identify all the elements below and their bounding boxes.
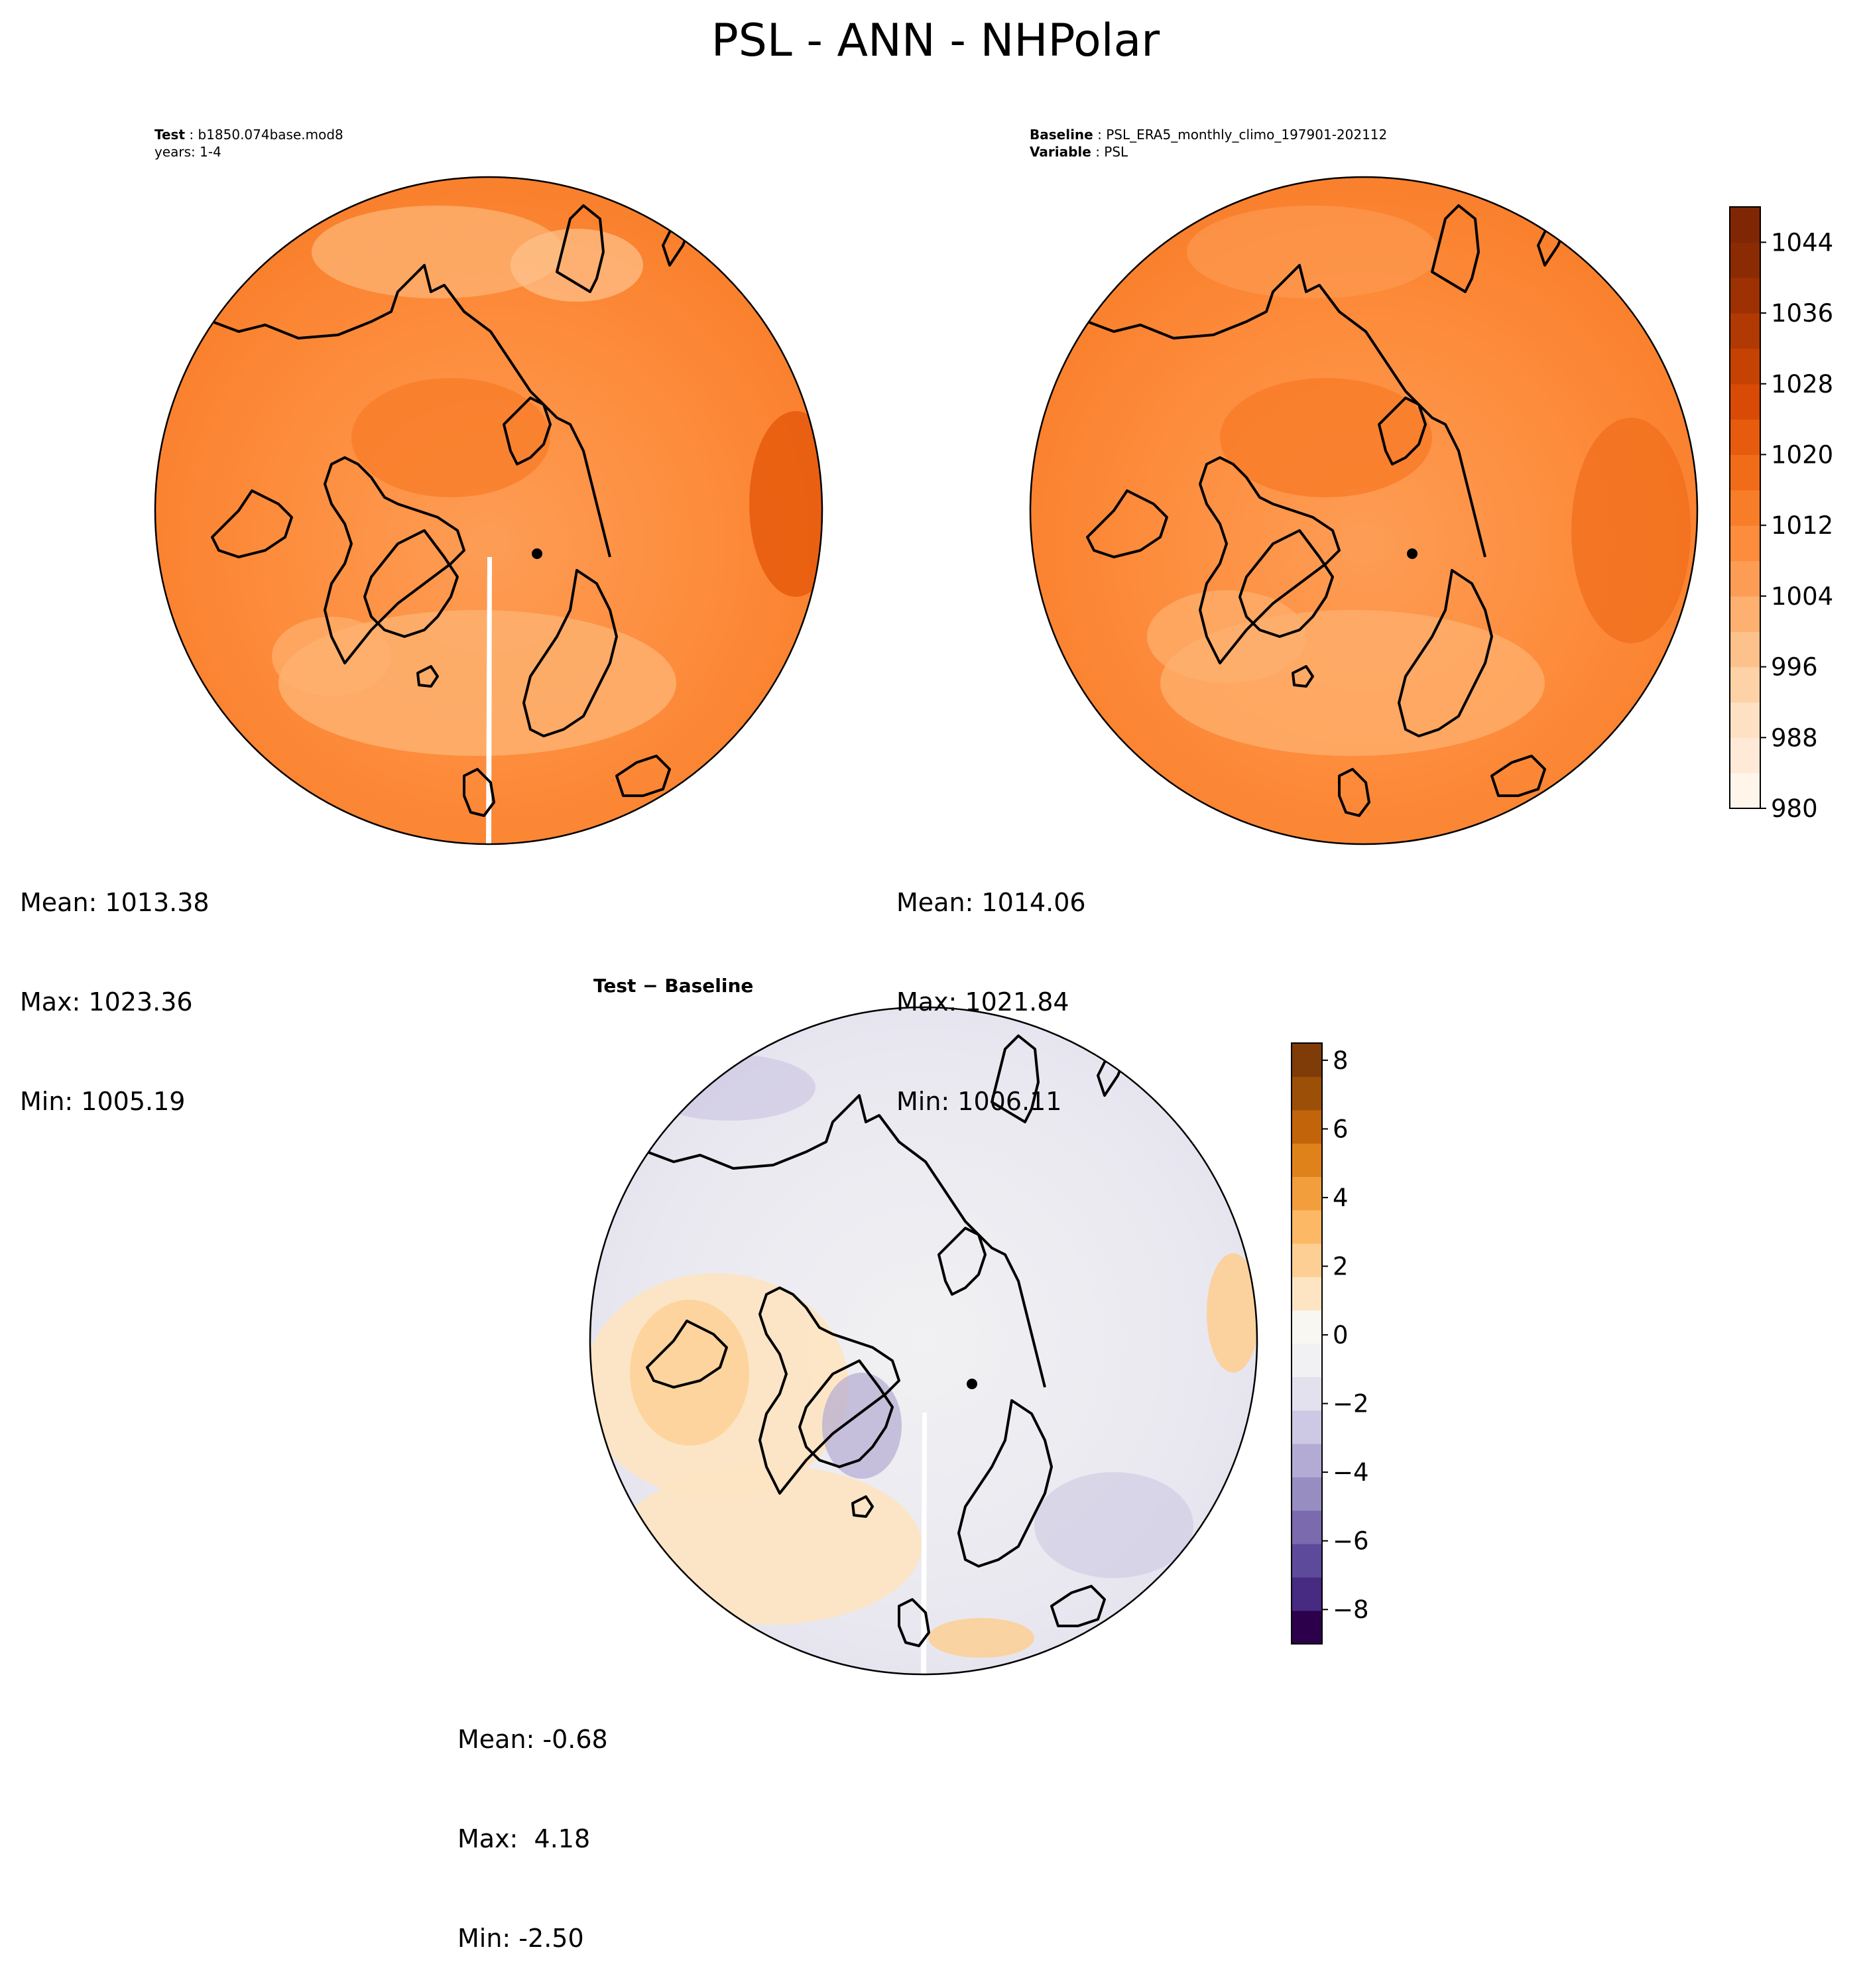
diff-colorbar-tick-label: 0 [1333,1321,1349,1349]
baseline-variable: PSL [1104,144,1128,160]
psl-colorbar-tick-label: 1036 [1771,299,1833,328]
psl-colorbar-swatch [1730,383,1760,420]
psl-colorbar-swatch [1730,560,1760,597]
psl-colorbar-tick-label: 1004 [1771,582,1833,611]
diff-colorbar-swatch [1292,1577,1322,1611]
test-label: Test [154,127,186,143]
baseline-map [1029,176,1699,845]
diff-colorbar-tick-label: −8 [1333,1595,1369,1624]
psl-colorbar-swatch [1730,419,1760,456]
baseline-variable-label: Variable [1030,144,1091,160]
diff-colorbar-frame [1291,1042,1323,1645]
psl-colorbar-swatch [1730,277,1760,314]
diff-colorbar-swatch [1292,1276,1322,1311]
diff-colorbar-swatch [1292,1176,1322,1211]
psl-colorbar-swatch [1730,313,1760,349]
diff-max: Max: 4.18 [457,1824,591,1853]
test-map [154,176,823,845]
psl-colorbar-swatch [1730,454,1760,491]
test-max: Max: 1023.36 [20,987,193,1017]
diff-min: Min: -2.50 [457,1924,584,1953]
psl-colorbar: 980 988 996 1004 1012 1020 1028 1036 1044 [1729,206,1833,823]
psl-colorbar-tick-label: 980 [1771,794,1818,823]
test-years: years: 1-4 [154,144,221,160]
psl-colorbar-tick-label: 988 [1771,723,1818,752]
diff-colorbar-swatch [1292,1143,1322,1177]
psl-colorbar-swatch [1730,348,1760,385]
diff-colorbar-tick-label: −2 [1333,1390,1369,1418]
diff-colorbar-swatch [1292,1310,1322,1344]
diff-colorbar-swatch [1292,1210,1322,1244]
baseline-label: Baseline [1030,127,1093,143]
psl-colorbar-swatch [1730,525,1760,562]
psl-colorbar-swatch [1730,666,1760,703]
psl-colorbar-swatch [1730,702,1760,738]
test-case: b1850.074base.mod8 [198,127,343,143]
diff-map [589,1006,1258,1676]
test-mean: Mean: 1013.38 [20,888,210,917]
baseline-header: Baseline : PSL_ERA5_monthly_climo_197901… [1030,127,1388,160]
diff-colorbar-swatch [1292,1610,1322,1645]
diff-colorbar-swatch [1292,1043,1322,1077]
psl-colorbar-swatch [1730,737,1760,774]
diff-colorbar-swatch [1292,1109,1322,1144]
diff-colorbar-tick-label: 6 [1333,1115,1349,1143]
psl-colorbar-swatch [1730,631,1760,668]
diff-colorbar-tick-label: −4 [1333,1458,1369,1487]
diff-stats: Mean: -0.68 Max: 4.18 Min: -2.50 [457,1656,608,1988]
diff-colorbar-swatch [1292,1410,1322,1444]
diff-colorbar-swatch [1292,1510,1322,1544]
diff-colorbar: −8 −6 −4 −2 0 2 4 6 8 [1291,1042,1369,1645]
psl-colorbar-swatch [1730,207,1760,243]
baseline-mean: Mean: 1014.06 [896,888,1086,917]
psl-colorbar-tick-label: 1012 [1771,511,1833,540]
psl-colorbar-tick-label: 1044 [1771,228,1833,257]
baseline-min: Min: 1006.11 [896,1087,1062,1116]
diff-colorbar-swatch [1292,1343,1322,1377]
baseline-stats: Mean: 1014.06 Max: 1021.84 Min: 1006.11 [896,820,1086,1151]
diff-colorbar-tick-label: 2 [1333,1253,1349,1281]
psl-colorbar-tick-label: 1020 [1771,440,1833,469]
psl-colorbar-swatch [1730,242,1760,279]
diff-colorbar-tick-label: 8 [1333,1046,1349,1075]
diff-colorbar-swatch [1292,1444,1322,1477]
psl-colorbar-swatch [1730,595,1760,632]
psl-colorbar-frame [1729,206,1761,809]
diff-colorbar-swatch [1292,1243,1322,1277]
diff-colorbar-swatch [1292,1377,1322,1411]
diff-colorbar-tick-label: 4 [1333,1184,1349,1212]
baseline-max: Max: 1021.84 [896,987,1069,1017]
test-stats: Mean: 1013.38 Max: 1023.36 Min: 1005.19 [20,820,210,1151]
diff-title: Test − Baseline [593,975,754,997]
diff-colorbar-tick-label: −6 [1333,1527,1369,1556]
diff-colorbar-swatch [1292,1076,1322,1111]
test-header: Test : b1850.074base.mod8 years: 1-4 [154,127,343,160]
psl-colorbar-swatch [1730,489,1760,526]
diff-mean: Mean: -0.68 [457,1725,608,1754]
diff-colorbar-swatch [1292,1544,1322,1578]
psl-colorbar-swatch [1730,773,1760,809]
baseline-case: PSL_ERA5_monthly_climo_197901-202112 [1106,127,1388,143]
figure-canvas: 980 988 996 1004 1012 1020 1028 1036 1044 −8 −6 −4… [154,176,1833,1676]
test-min: Min: 1005.19 [20,1087,186,1116]
psl-colorbar-tick-label: 996 [1771,653,1818,682]
figure-title: PSL - ANN - NHPolar [711,15,1160,67]
diff-colorbar-swatch [1292,1477,1322,1511]
psl-colorbar-tick-label: 1028 [1771,370,1833,399]
